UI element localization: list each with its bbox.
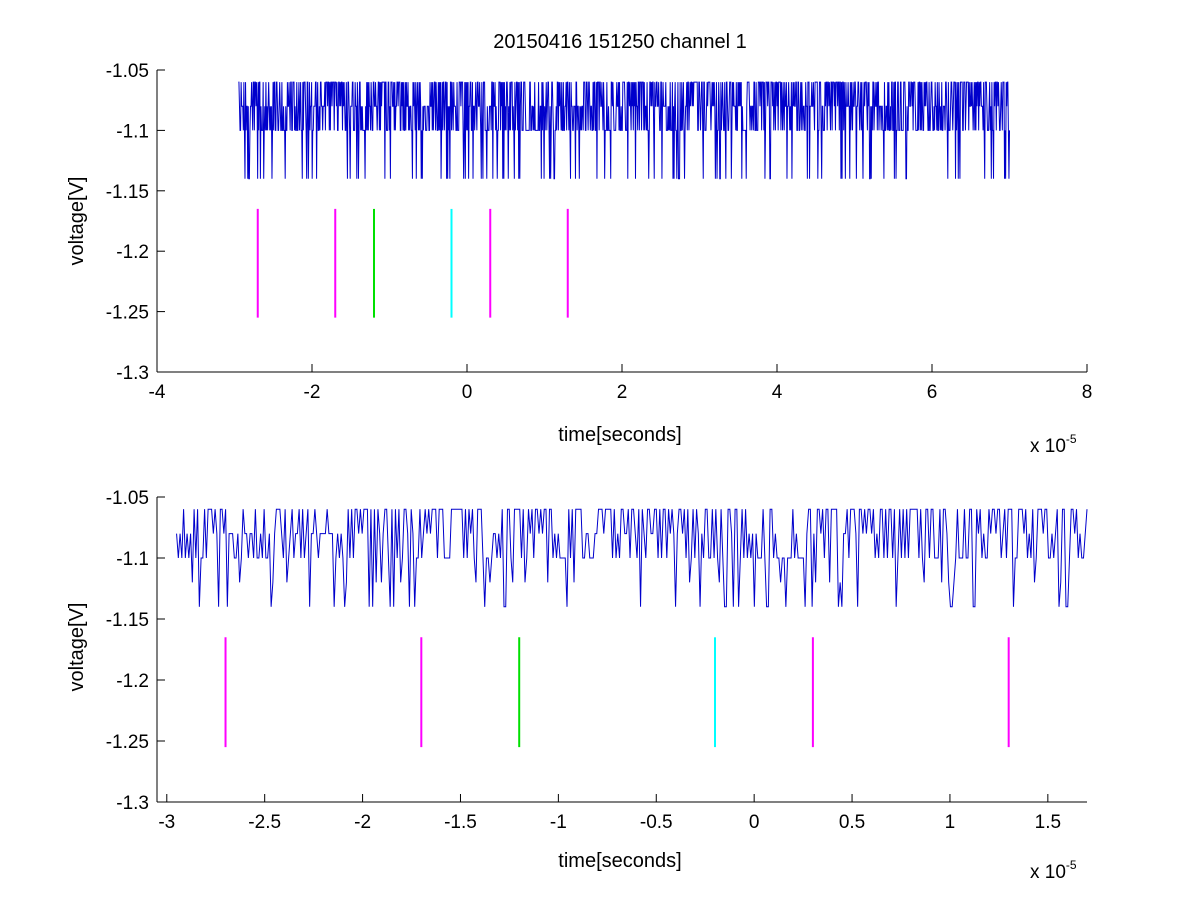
top-x-tick-label: 0 xyxy=(462,382,473,403)
top-tick-labels: -4 -2 0 2 4 6 8 -1.3 -1.25 -1.2 -1.15 -1.1 -1.05 xyxy=(106,61,1093,403)
top-plot: -4 -2 0 2 4 6 8 -1.3 -1.25 -1.2 -1.15 -1.1 -1.05 tim… xyxy=(66,61,1092,457)
bottom-y-tick-label: -1.1 xyxy=(116,549,149,570)
top-signal-line xyxy=(238,81,1010,180)
top-x-axis-label: time[seconds] xyxy=(558,424,681,446)
bottom-y-tick-label: -1.3 xyxy=(116,793,149,814)
bottom-signal-line xyxy=(176,508,1088,608)
bottom-y-axis-label: voltage[V] xyxy=(66,603,88,692)
bottom-marker-layer xyxy=(224,637,1010,748)
top-x-tick-label: 8 xyxy=(1082,382,1093,403)
bottom-axes xyxy=(156,496,1087,803)
top-x-tick-label: 4 xyxy=(772,382,783,403)
bottom-y-tick-label: -1.25 xyxy=(106,732,149,753)
bottom-plot: -3 -2.5 -2 -1.5 -1 -0.5 0 0.5 1 1.5 -1.3 -1.25 -1.2 -… xyxy=(66,488,1088,883)
bottom-x-tick-label: -1 xyxy=(550,812,567,833)
bottom-y-tick-label: -1.2 xyxy=(116,671,149,692)
top-y-axis-label: voltage[V] xyxy=(66,177,88,266)
bottom-x-tick-label: -3 xyxy=(158,812,175,833)
figure-title: 20150416 151250 channel 1 xyxy=(493,31,747,53)
bottom-x-tick-label: -2 xyxy=(354,812,371,833)
bottom-y-tick-label: -1.15 xyxy=(106,610,149,631)
top-axes xyxy=(156,69,1088,373)
top-signal-layer xyxy=(238,81,1010,180)
bottom-x-tick-label: -2.5 xyxy=(248,812,281,833)
top-x-multiplier-exponent: -5 xyxy=(1066,432,1077,446)
top-y-tick-label: -1.15 xyxy=(106,182,149,203)
top-x-tick-label: -4 xyxy=(149,382,166,403)
bottom-x-tick-label: 0 xyxy=(749,812,760,833)
bottom-x-tick-label: 1 xyxy=(945,812,956,833)
bottom-x-axis-label: time[seconds] xyxy=(558,850,681,872)
bottom-signal-layer xyxy=(176,508,1088,608)
top-y-tick-label: -1.1 xyxy=(116,121,149,142)
top-x-multiplier-base: x 10 xyxy=(1030,436,1066,457)
top-x-tick-label: 6 xyxy=(927,382,938,403)
bottom-x-multiplier: x 10-5 xyxy=(1030,858,1077,883)
bottom-x-multiplier-base: x 10 xyxy=(1030,862,1066,883)
top-y-tick-label: -1.05 xyxy=(106,61,149,82)
top-marker-layer xyxy=(256,208,569,318)
bottom-x-tick-label: 0.5 xyxy=(839,812,865,833)
top-y-tick-label: -1.3 xyxy=(116,363,149,384)
bottom-x-multiplier-exponent: -5 xyxy=(1066,858,1077,872)
top-x-tick-label: 2 xyxy=(617,382,628,403)
top-y-tick-label: -1.2 xyxy=(116,242,149,263)
top-y-tick-label: -1.25 xyxy=(106,303,149,324)
top-x-tick-label: -2 xyxy=(304,382,321,403)
bottom-x-tick-label: -0.5 xyxy=(640,812,673,833)
bottom-x-tick-label: 1.5 xyxy=(1035,812,1061,833)
bottom-tick-labels: -3 -2.5 -2 -1.5 -1 -0.5 0 0.5 1 1.5 -1.3 -1.25 -1.2 -… xyxy=(106,488,1061,833)
bottom-x-tick-label: -1.5 xyxy=(444,812,477,833)
top-x-multiplier: x 10-5 xyxy=(1030,432,1077,457)
bottom-y-tick-label: -1.05 xyxy=(106,488,149,509)
